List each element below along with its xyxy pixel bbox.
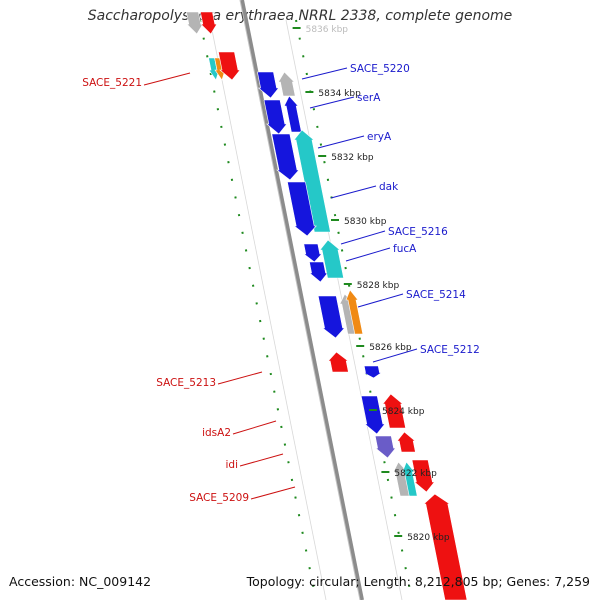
leader-line-right-2 [317, 135, 365, 149]
gene-arrow-13 [308, 261, 329, 283]
leader-line-right-1 [309, 96, 355, 109]
gene-label-right-3: dak [379, 181, 399, 193]
leader-line-right-3 [330, 185, 377, 199]
gene-arrow-12 [302, 243, 323, 263]
leader-line-right-0 [301, 67, 348, 80]
gene-arrow-20 [360, 395, 386, 435]
leader-line-left-4 [250, 486, 296, 500]
leader-line-right-4 [340, 230, 386, 245]
gene-arrow-23 [396, 431, 417, 453]
gene-label-left-4: SACE_5209 [189, 492, 249, 504]
left-guide-line [199, 19, 317, 600]
gene-arrow-5 [257, 71, 280, 99]
leader-line-left-1 [217, 371, 263, 385]
leader-line-right-7 [372, 348, 418, 363]
gene-arrow-18 [327, 351, 350, 373]
gene-arrow-17 [345, 289, 364, 335]
gene-label-right-1: serA [357, 92, 381, 104]
leader-line-right-6 [357, 293, 404, 308]
leader-line-left-3 [239, 453, 284, 467]
gene-label-right-7: SACE_5212 [420, 344, 480, 356]
gene-arrow-0 [186, 11, 204, 35]
gene-arrow-22 [374, 435, 397, 459]
leader-line-right-5 [345, 247, 391, 262]
gene-label-right-4: SACE_5216 [388, 226, 448, 238]
gene-arrow-14 [319, 239, 344, 279]
ruler-label-0: 5836 kbp [306, 25, 349, 35]
gene-label-right-2: eryA [367, 131, 392, 143]
ruler-label-1: 5834 kbp [318, 89, 361, 99]
gene-label-left-3: idi [226, 459, 239, 471]
gene-arrow-27 [423, 493, 468, 600]
gene-arrow-25 [401, 461, 418, 497]
gene-label-left-1: SACE_5213 [156, 377, 216, 389]
leader-line-left-2 [232, 420, 277, 435]
ruler-label-6: 5824 kbp [382, 407, 425, 417]
gene-label-left-0: SACE_5221 [82, 77, 142, 89]
genome-backbone [239, 0, 364, 600]
gene-arrow-4 [218, 51, 241, 81]
gene-arrow-7 [263, 99, 288, 135]
gene-arrow-6 [277, 71, 296, 97]
gene-arrow-26 [411, 459, 436, 493]
ruler-label-7: 5822 kbp [394, 469, 437, 479]
ruler-label-2: 5832 kbp [331, 153, 374, 163]
gene-track [186, 11, 468, 600]
gene-arrow-15 [317, 295, 346, 339]
genome-summary-text: Topology: circular; Length: 8,212,805 bp… [246, 574, 590, 589]
gene-arrow-11 [287, 181, 317, 237]
gene-arrow-9 [271, 133, 300, 181]
gene-arrow-19 [363, 365, 383, 379]
leader-line-left-0 [143, 72, 191, 86]
accession-text: Accession: NC_009142 [9, 574, 152, 589]
backbone-highlight [239, 0, 361, 600]
coordinate-ruler: 5836 kbp 5834 kbp 5832 kbp 5830 kbp 5828 kbp… [292, 25, 450, 543]
ruler-label-5: 5826 kbp [369, 343, 412, 353]
strip-edge-left [209, 19, 327, 600]
gene-label-left-2: idsA2 [202, 427, 231, 439]
gene-arrow-21 [382, 393, 406, 429]
gene-label-right-6: SACE_5214 [406, 289, 466, 301]
gene-label-right-0: SACE_5220 [350, 63, 410, 75]
gene-arrow-1 [200, 11, 218, 35]
ruler-label-3: 5830 kbp [344, 217, 387, 227]
gene-labels: SACE_5220 serA eryA dak SACE_5216 fucA SACE_52… [82, 63, 480, 504]
gene-label-right-5: fucA [393, 243, 417, 255]
gene-arrow-10 [293, 129, 331, 233]
ruler-label-4: 5828 kbp [357, 281, 400, 291]
gene-arrow-8 [283, 95, 302, 133]
backbone-line [240, 0, 364, 600]
ruler-label-8: 5820 kbp [407, 533, 450, 543]
